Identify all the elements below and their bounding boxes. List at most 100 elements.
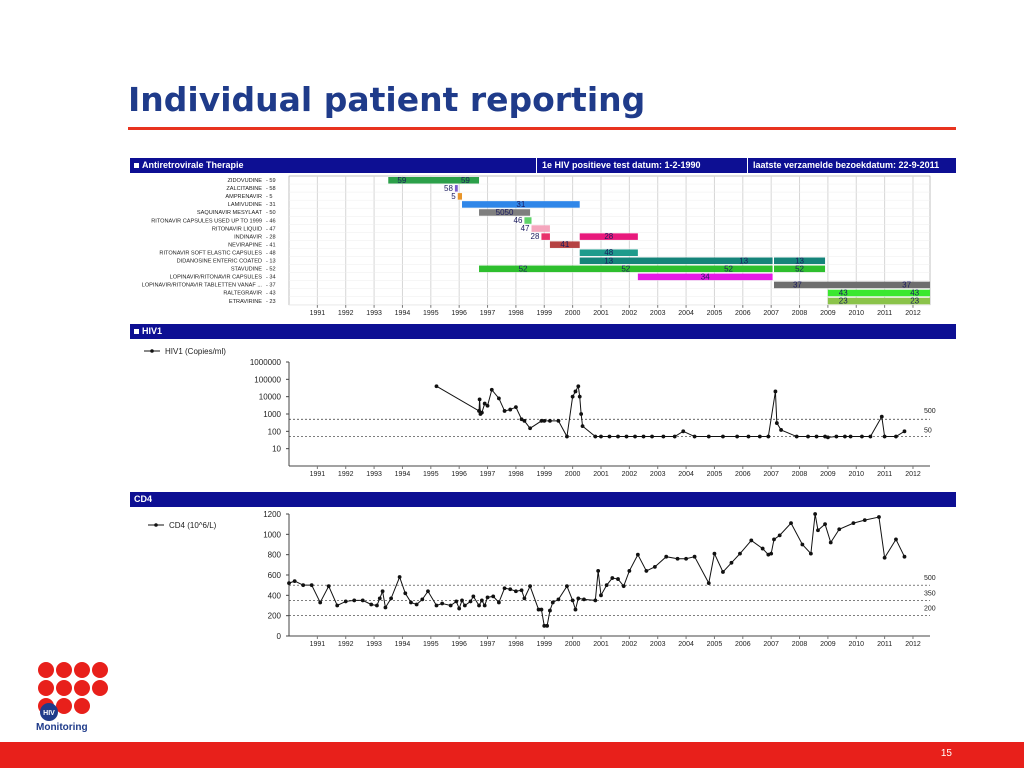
- cd4-point: [749, 538, 754, 543]
- drug-label: DIDANOSINE ENTERIC COATED: [177, 259, 262, 265]
- page-number: 15: [940, 748, 952, 759]
- therapy-bar: [774, 281, 930, 289]
- cd4-point: [352, 598, 357, 603]
- drug-code: - 41: [266, 242, 276, 248]
- bar-label: 43: [910, 288, 919, 297]
- therapy-bar: [462, 201, 580, 208]
- cd4-point: [816, 528, 820, 533]
- drug-label: NEVIRAPINE: [228, 242, 262, 248]
- y-tick-label: 400: [268, 591, 282, 600]
- x-tick-label: 2008: [792, 310, 808, 317]
- x-tick-label: 2010: [848, 641, 864, 648]
- hiv-point: [570, 394, 575, 399]
- cd4-legend-label: CD4 (10^6/L): [169, 521, 217, 530]
- drug-label: RITONAVIR SOFT ELASTIC CAPSULES: [159, 250, 262, 256]
- x-tick-label: 2012: [905, 310, 921, 317]
- x-tick-label: 2011: [877, 471, 892, 478]
- hiv-point: [542, 418, 547, 423]
- cd4-point: [712, 551, 717, 556]
- cd4-point: [496, 600, 501, 605]
- cd4-point: [573, 607, 578, 612]
- drug-code: - 28: [266, 234, 276, 240]
- x-tick-label: 2012: [905, 471, 921, 478]
- cd4-point: [599, 593, 603, 598]
- cd4-point: [769, 551, 774, 556]
- x-tick-label: 1991: [310, 471, 326, 478]
- hiv-point: [607, 434, 612, 439]
- x-tick-label: 2002: [622, 310, 638, 317]
- x-tick-label: 1996: [451, 641, 467, 648]
- drug-code: - 48: [266, 250, 276, 256]
- drug-label: RITONAVIR LIQUID: [212, 226, 262, 232]
- drug-label: SAQUINAVIR MESYLAAT: [197, 210, 263, 216]
- cd4-point: [522, 596, 527, 601]
- cd4-point: [326, 584, 331, 589]
- bar-label: 13: [739, 256, 748, 265]
- cd4-point: [301, 583, 306, 588]
- hiv-point: [661, 434, 666, 439]
- hiv-point: [843, 434, 847, 439]
- drug-label: INDINAVIR: [234, 234, 262, 240]
- therapy-bar: [479, 209, 531, 216]
- reference-label: 350: [924, 590, 936, 597]
- cd4-point: [548, 608, 552, 613]
- hiv-point: [482, 401, 487, 406]
- cd4-point: [343, 599, 348, 604]
- x-tick-label: 1999: [536, 310, 552, 317]
- y-tick-label: 600: [268, 571, 282, 580]
- hiv-point: [746, 434, 751, 439]
- hiv-point: [528, 426, 532, 431]
- therapy-bar: [531, 225, 550, 232]
- x-tick-label: 2009: [820, 641, 836, 648]
- cd4-point: [468, 599, 473, 604]
- drug-label: ZALCITABINE: [226, 186, 262, 192]
- cd4-point: [684, 556, 688, 561]
- cd4-point: [610, 576, 615, 580]
- bar-label: 41: [560, 240, 569, 249]
- cd4-point: [375, 603, 379, 608]
- bar-label: 13: [795, 256, 804, 265]
- x-tick-label: 2005: [707, 471, 723, 478]
- cd4-point: [823, 522, 827, 527]
- y-tick-label: 100: [268, 427, 282, 436]
- hiv-point: [565, 434, 569, 439]
- cd4-point: [318, 600, 323, 605]
- therapy-bar: [579, 233, 638, 240]
- cd4-point: [777, 533, 782, 538]
- drug-label: ETRAVIRINE: [229, 299, 262, 305]
- x-tick-label: 2006: [735, 471, 751, 478]
- hiv-point: [681, 429, 686, 434]
- cd4-point: [420, 597, 425, 602]
- therapy-bar: [479, 265, 773, 273]
- cd4-point: [627, 569, 632, 573]
- cd4-point: [621, 584, 626, 589]
- x-tick-label: 2009: [820, 471, 836, 478]
- cd4-point: [448, 603, 453, 608]
- x-tick-label: 2004: [678, 641, 694, 648]
- hiv-point: [706, 434, 711, 439]
- reference-label: 200: [924, 606, 936, 613]
- y-tick-label: 100000: [254, 375, 281, 384]
- y-tick-label: 1000000: [250, 358, 282, 367]
- hiv-point: [894, 434, 898, 439]
- hiv-point: [641, 434, 646, 439]
- cd4-point: [664, 554, 669, 559]
- drug-label: LOPINAVIR/RITONAVIR CAPSULES: [170, 275, 263, 281]
- hiv-point: [477, 397, 482, 402]
- reference-label: 500: [924, 408, 936, 415]
- x-tick-label: 2011: [877, 310, 892, 317]
- cd4-point: [692, 554, 697, 559]
- hiv-point: [599, 434, 603, 439]
- header-divider: [747, 158, 748, 173]
- hiv-point: [519, 417, 524, 422]
- cd4-point: [808, 551, 813, 556]
- x-tick-label: 1996: [451, 471, 467, 478]
- cd4-point: [519, 588, 524, 593]
- cd4-point: [502, 586, 507, 591]
- x-tick-label: 2011: [877, 641, 892, 648]
- x-tick-label: 2006: [735, 310, 751, 317]
- bar-label: 43: [839, 288, 848, 297]
- x-tick-label: 1997: [480, 471, 496, 478]
- bar-label: 59: [461, 176, 470, 185]
- bar-label: 28: [531, 232, 540, 241]
